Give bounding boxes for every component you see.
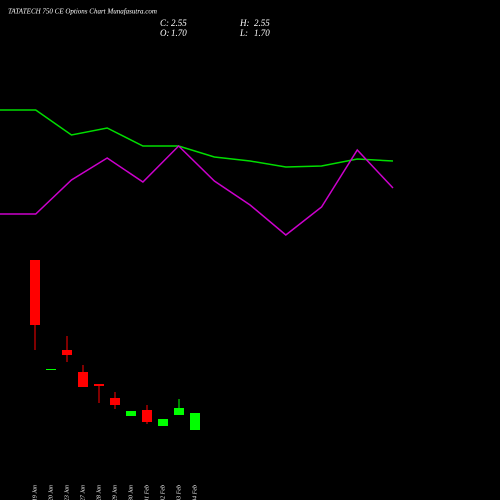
candle-body — [46, 369, 56, 370]
legend-label: C: — [160, 18, 169, 28]
x-tick-label: 27 Jan — [80, 485, 86, 500]
candle-body — [174, 408, 184, 415]
x-tick-label: 02 Feb — [160, 485, 166, 500]
legend-value: 1.70 — [254, 28, 270, 38]
candle-body — [142, 410, 152, 422]
x-tick-label: 03 Feb — [176, 485, 182, 500]
legend-value: 2.55 — [254, 18, 270, 28]
candle-body — [30, 260, 40, 325]
candle-body — [78, 372, 88, 387]
chart-title: TATATECH 750 CE Options Chart Munafasutr… — [8, 8, 157, 16]
candle-body — [158, 419, 168, 426]
legend-value: 1.70 — [171, 28, 187, 38]
candle-body — [62, 350, 72, 355]
x-tick-label: 20 Jan — [48, 485, 54, 500]
candle-body — [126, 411, 136, 416]
candle-body — [94, 384, 104, 386]
x-tick-label: 29 Jan — [112, 485, 118, 500]
legend-label: L: — [239, 28, 248, 38]
x-tick-label: 01 Feb — [144, 485, 150, 500]
indicator-line — [0, 109, 394, 168]
x-tick-label: 04 Feb — [191, 485, 198, 500]
legend-label: O: — [160, 28, 170, 38]
x-tick-label: 23 Jan — [64, 485, 70, 500]
x-tick-label: 19 Jan — [32, 485, 38, 500]
x-tick-label: 30 Jan — [128, 485, 134, 500]
legend-value: 2.55 — [171, 18, 187, 28]
x-tick-label: 28 Jan — [96, 485, 102, 500]
indicator-line — [0, 144, 394, 236]
candle-body — [110, 398, 120, 405]
candle-body — [190, 413, 200, 430]
legend-label: H: — [239, 18, 250, 28]
